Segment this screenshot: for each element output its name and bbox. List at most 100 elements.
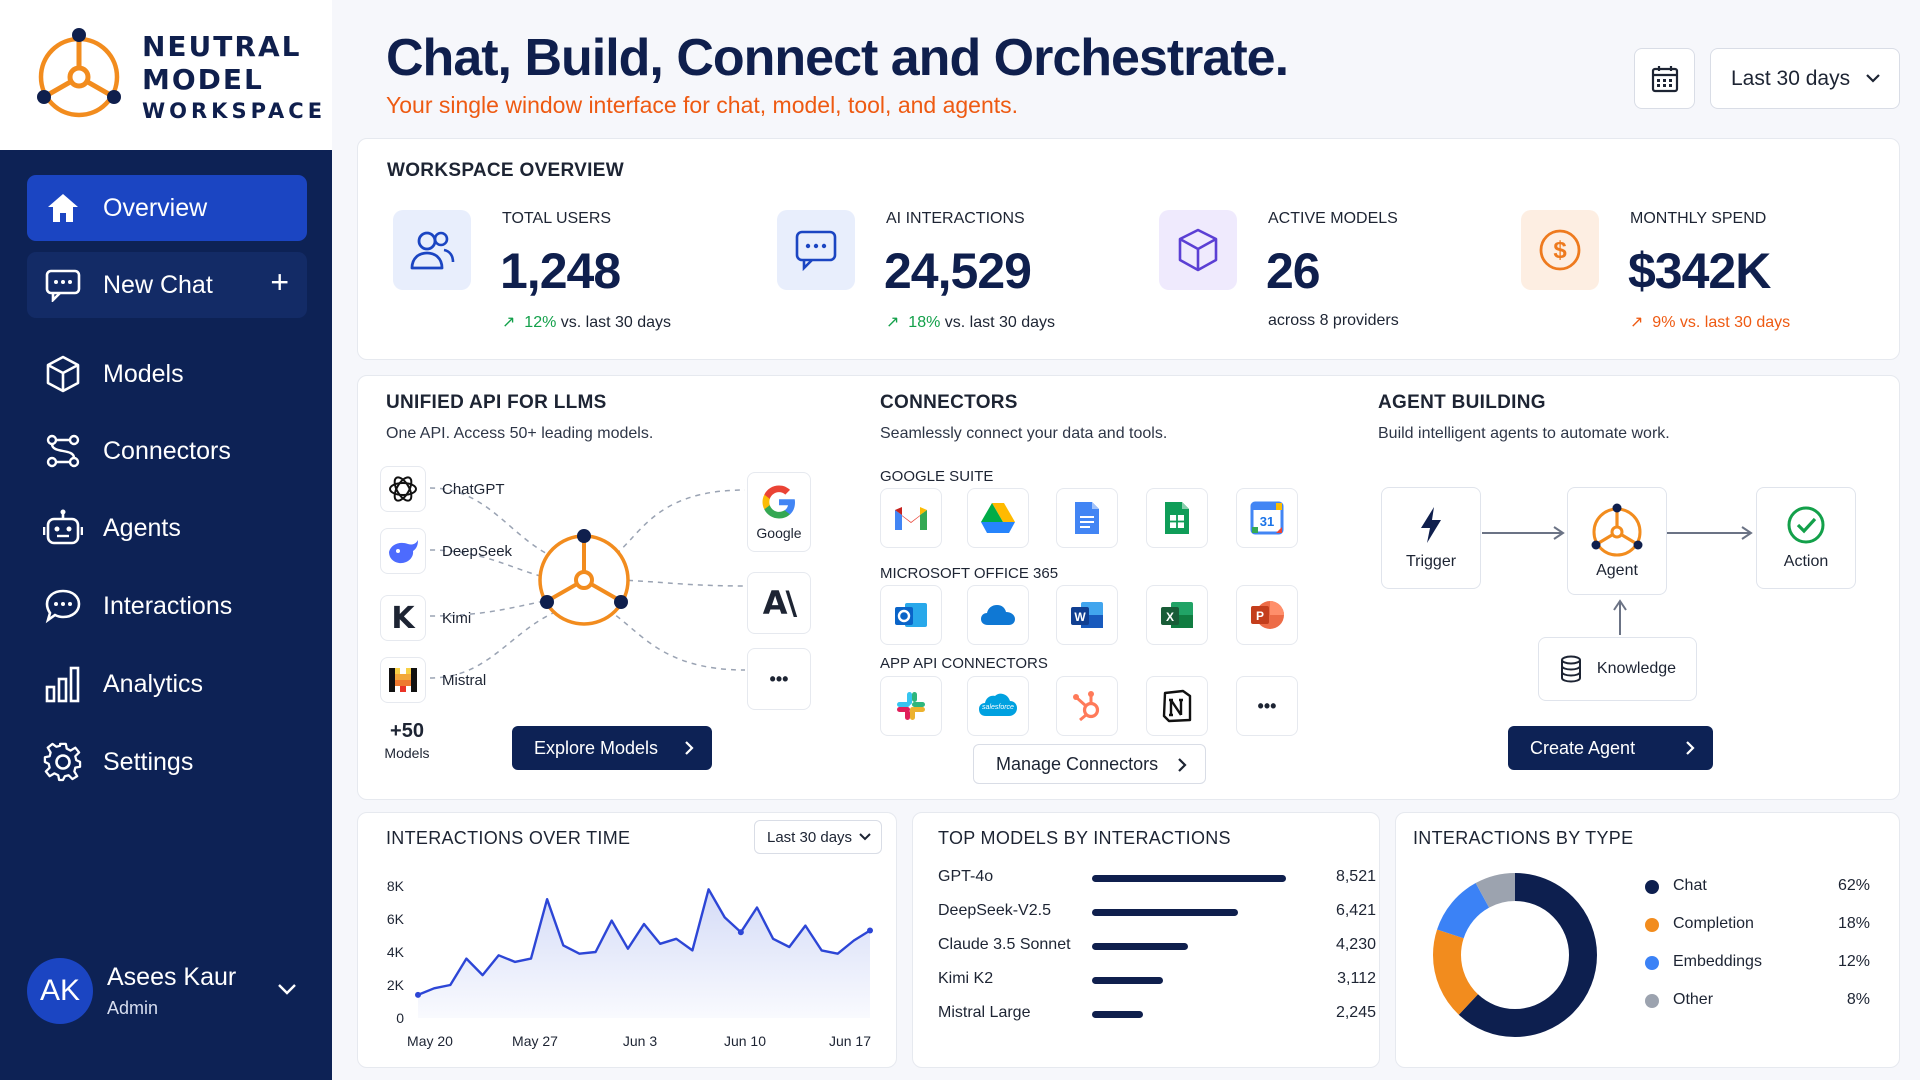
model-chatgpt[interactable]: ChatGPT xyxy=(380,466,505,512)
sidebar-item-label: Settings xyxy=(103,747,194,776)
model-bar xyxy=(1092,909,1239,916)
more-models-badge[interactable]: +50 Models xyxy=(380,720,434,761)
kpi-value: 24,529 xyxy=(884,243,1032,299)
svg-text:X: X xyxy=(1166,610,1174,624)
brand-line1: NEUTRAL xyxy=(142,30,302,63)
flow-node-trigger[interactable]: Trigger xyxy=(1381,487,1481,589)
powerpoint-icon[interactable]: P xyxy=(1236,585,1298,645)
word-icon[interactable]: W xyxy=(1056,585,1118,645)
model-bar-label: Mistral Large xyxy=(938,1004,1031,1021)
more-providers-button[interactable]: ••• xyxy=(747,648,811,710)
sidebar-item-connectors[interactable]: Connectors xyxy=(27,418,307,484)
speech-bubble-icon xyxy=(41,584,85,628)
sidebar-item-settings[interactable]: Settings xyxy=(27,729,307,795)
sidebar-item-models[interactable]: Models xyxy=(27,341,307,407)
create-agent-label: Create Agent xyxy=(1530,737,1636,758)
calendar-day-text: 31 xyxy=(1260,514,1274,529)
model-name: Mistral xyxy=(442,671,487,689)
provider-anthropic[interactable]: A\ xyxy=(747,572,811,634)
page-title: Chat, Build, Connect and Orchestrate. xyxy=(386,29,1289,87)
y-tick-label: 4K xyxy=(387,944,405,960)
avatar: AK xyxy=(27,958,93,1024)
manage-connectors-label: Manage Connectors xyxy=(996,753,1159,774)
legend-value: 18% xyxy=(1837,915,1870,932)
hubspot-icon[interactable] xyxy=(1056,676,1118,736)
legend-value: 8% xyxy=(1846,991,1870,1008)
sidebar-item-interactions[interactable]: Interactions xyxy=(27,573,307,639)
flow-node-label: Action xyxy=(1783,553,1829,570)
manage-connectors-button[interactable]: Manage Connectors xyxy=(973,744,1206,784)
sidebar: Overview New Chat + Models Connectors Ag… xyxy=(0,150,332,1080)
outlook-icon[interactable] xyxy=(880,585,942,645)
google-docs-icon[interactable] xyxy=(1056,488,1118,548)
onedrive-icon[interactable] xyxy=(967,585,1029,645)
anthropic-logo-text: A\ xyxy=(762,584,797,622)
more-models-label: Models xyxy=(384,745,430,761)
data-point xyxy=(867,927,873,934)
provider-google[interactable]: Google xyxy=(747,472,811,552)
group-label-app-api: APP API CONNECTORS xyxy=(880,655,1048,672)
model-bar-label: GPT-4o xyxy=(938,868,994,885)
flow-node-label: Agent xyxy=(1596,562,1638,579)
new-chat-plus-button[interactable]: + xyxy=(270,264,289,300)
x-tick-label: Jun 17 xyxy=(829,1033,871,1049)
kpi-delta-text: vs. last 30 days xyxy=(940,314,1056,331)
model-bar-label: Kimi K2 xyxy=(938,970,994,987)
google-drive-icon[interactable] xyxy=(967,488,1029,548)
flow-node-knowledge[interactable]: Knowledge xyxy=(1538,637,1697,701)
sidebar-item-new-chat[interactable]: New Chat + xyxy=(27,252,307,318)
kpi-delta-value: 9% vs. last 30 days xyxy=(1652,314,1791,331)
flow-node-action[interactable]: Action xyxy=(1756,487,1856,589)
sidebar-item-analytics[interactable]: Analytics xyxy=(27,651,307,717)
sidebar-item-label: Connectors xyxy=(103,436,231,465)
excel-icon[interactable]: X xyxy=(1146,585,1208,645)
kimi-icon: K xyxy=(380,595,426,641)
explore-models-button[interactable]: Explore Models xyxy=(512,726,712,770)
legend-swatch xyxy=(1645,994,1659,1008)
google-calendar-icon[interactable]: 31 xyxy=(1236,488,1298,548)
model-name: DeepSeek xyxy=(442,542,513,560)
interactions-range-select[interactable]: Last 30 days xyxy=(754,820,882,854)
sidebar-item-agents[interactable]: Agents xyxy=(27,495,307,561)
mistral-icon xyxy=(380,657,426,703)
sidebar-item-overview[interactable]: Overview xyxy=(27,175,307,241)
salesforce-icon[interactable]: salesforce xyxy=(967,676,1029,736)
more-icon[interactable]: ••• xyxy=(1236,676,1298,736)
gmail-icon[interactable] xyxy=(880,488,942,548)
svg-text:P: P xyxy=(1256,609,1264,623)
create-agent-button[interactable]: Create Agent xyxy=(1508,726,1713,770)
y-tick-label: 8K xyxy=(387,878,405,894)
flow-node-label: Knowledge xyxy=(1596,660,1677,677)
chevron-down-icon xyxy=(1866,74,1880,83)
date-range-select[interactable]: Last 30 days xyxy=(1710,48,1900,109)
model-bar-value: 8,521 xyxy=(1335,868,1376,885)
gear-icon xyxy=(41,740,85,784)
notion-icon[interactable] xyxy=(1146,676,1208,736)
x-tick-label: May 27 xyxy=(512,1033,558,1049)
model-kimi[interactable]: K Kimi xyxy=(380,595,471,641)
chatgpt-icon xyxy=(380,466,426,512)
legend-swatch xyxy=(1645,918,1659,932)
legend-label: Embeddings xyxy=(1673,953,1762,970)
x-tick-label: Jun 10 xyxy=(724,1033,766,1049)
agent-hub-icon xyxy=(1591,503,1643,557)
dollar-coin-icon: $ xyxy=(1521,210,1599,290)
more-models-count: +50 xyxy=(390,720,424,742)
user-profile-menu[interactable]: AK Asees Kaur Admin xyxy=(27,955,317,1031)
kpi-label: AI INTERACTIONS xyxy=(886,210,1025,227)
model-name: Kimi xyxy=(442,609,472,627)
model-deepseek[interactable]: DeepSeek xyxy=(380,528,512,574)
model-bar-label: Claude 3.5 Sonnet xyxy=(938,936,1071,953)
model-bar-label: DeepSeek-V2.5 xyxy=(938,902,1051,919)
model-bar xyxy=(1092,875,1286,882)
user-name: Asees Kaur xyxy=(107,963,237,991)
flow-node-agent[interactable]: Agent xyxy=(1567,487,1667,595)
chat-bubble-icon xyxy=(777,210,855,290)
workspace-overview-title: WORKSPACE OVERVIEW xyxy=(387,160,624,181)
slack-icon[interactable] xyxy=(880,676,942,736)
calendar-button[interactable] xyxy=(1634,48,1695,109)
model-mistral[interactable]: Mistral xyxy=(380,657,486,703)
area-fill xyxy=(418,889,870,1018)
chevron-right-icon xyxy=(1686,741,1695,755)
google-sheets-icon[interactable] xyxy=(1146,488,1208,548)
